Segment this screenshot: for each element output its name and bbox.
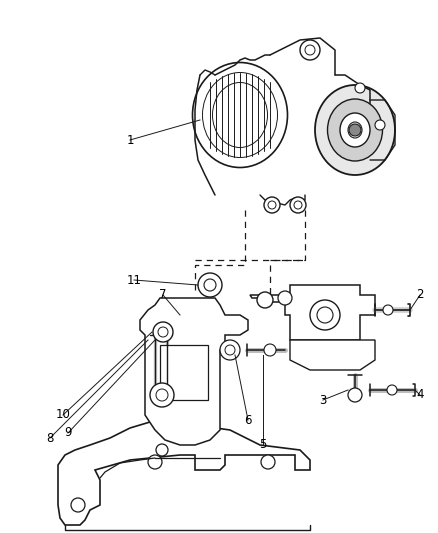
Text: 10: 10 <box>56 408 71 422</box>
Circle shape <box>225 345 235 355</box>
Circle shape <box>375 120 385 130</box>
Circle shape <box>290 197 306 213</box>
Circle shape <box>71 498 85 512</box>
Ellipse shape <box>202 72 278 157</box>
Ellipse shape <box>348 122 362 138</box>
Circle shape <box>264 197 280 213</box>
Ellipse shape <box>315 85 395 175</box>
Text: 9: 9 <box>64 426 72 440</box>
Circle shape <box>294 201 302 209</box>
Polygon shape <box>140 298 248 445</box>
Bar <box>160 345 208 400</box>
Text: 6: 6 <box>244 414 252 426</box>
Circle shape <box>348 388 362 402</box>
Text: 11: 11 <box>127 273 141 287</box>
Circle shape <box>278 291 292 305</box>
Circle shape <box>150 383 174 407</box>
Circle shape <box>317 307 333 323</box>
Polygon shape <box>58 422 310 525</box>
Text: 4: 4 <box>416 389 424 401</box>
Text: 7: 7 <box>159 288 167 302</box>
Text: 3: 3 <box>319 393 327 407</box>
Circle shape <box>156 444 168 456</box>
Ellipse shape <box>328 99 382 161</box>
Circle shape <box>220 340 240 360</box>
Polygon shape <box>250 285 375 340</box>
Circle shape <box>305 45 315 55</box>
Text: 1: 1 <box>126 133 134 147</box>
Circle shape <box>300 40 320 60</box>
Polygon shape <box>290 340 375 370</box>
Circle shape <box>257 292 273 308</box>
Text: 5: 5 <box>259 439 267 451</box>
Circle shape <box>349 124 361 136</box>
Circle shape <box>268 201 276 209</box>
Circle shape <box>198 273 222 297</box>
Circle shape <box>153 322 173 342</box>
Circle shape <box>204 279 216 291</box>
Text: 8: 8 <box>46 432 54 445</box>
Text: 2: 2 <box>416 288 424 302</box>
Circle shape <box>355 83 365 93</box>
Circle shape <box>261 455 275 469</box>
Circle shape <box>310 300 340 330</box>
Circle shape <box>158 327 168 337</box>
Circle shape <box>148 455 162 469</box>
Ellipse shape <box>212 83 268 148</box>
Circle shape <box>156 389 168 401</box>
Circle shape <box>264 344 276 356</box>
Circle shape <box>383 305 393 315</box>
Circle shape <box>387 385 397 395</box>
Ellipse shape <box>192 62 287 167</box>
Ellipse shape <box>340 113 370 147</box>
